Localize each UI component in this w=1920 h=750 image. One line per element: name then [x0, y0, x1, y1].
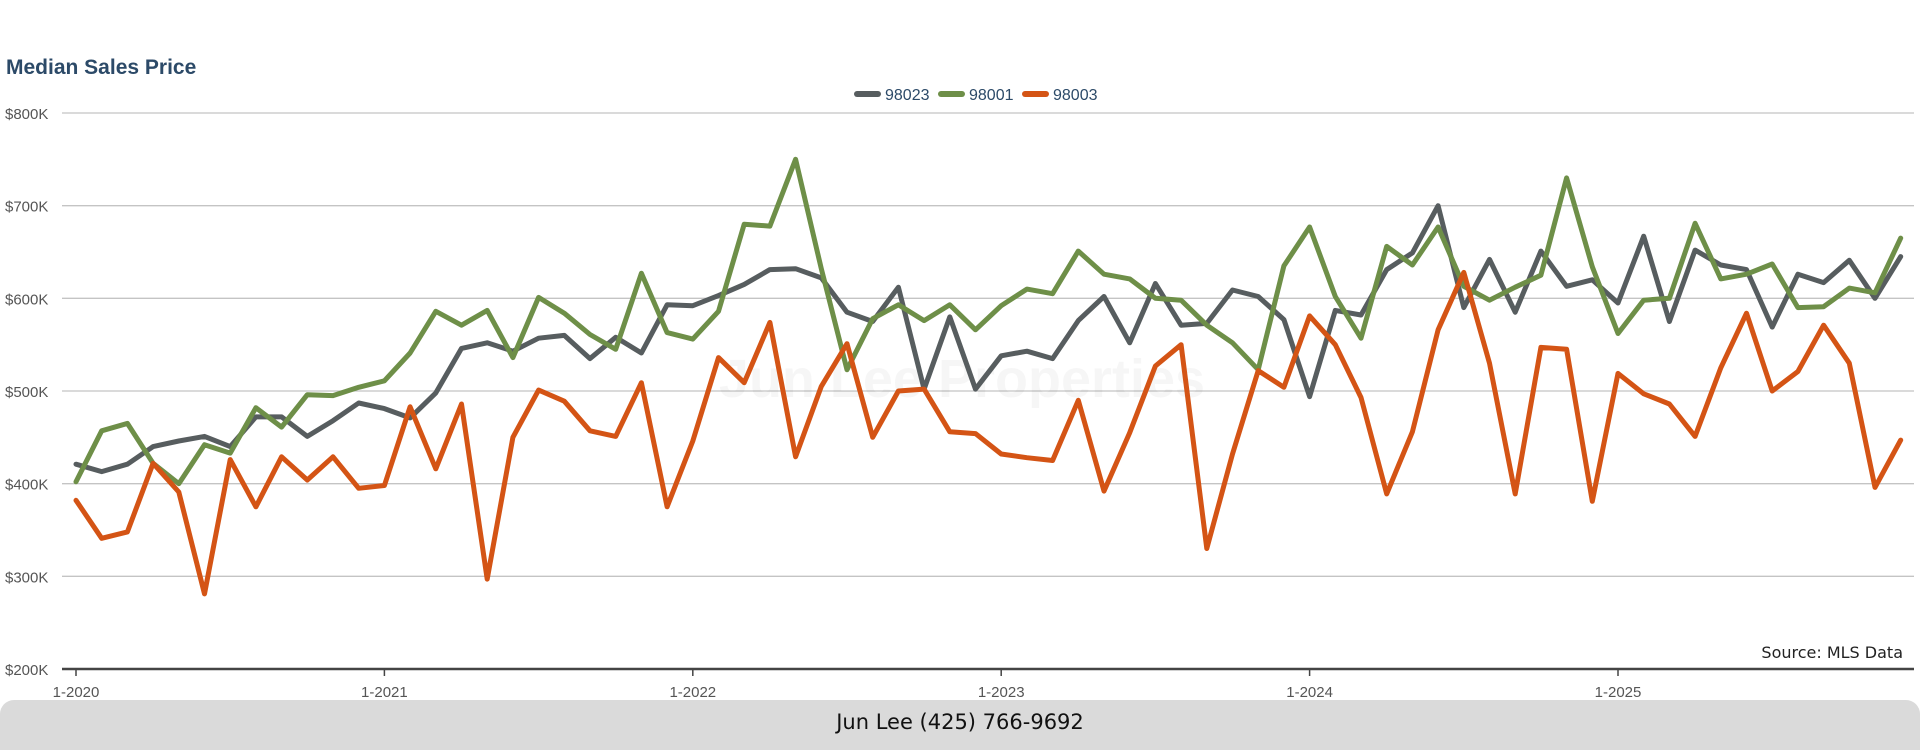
y-tick-label: $300K	[5, 569, 48, 586]
series-line-98003	[73, 269, 1904, 597]
legend-label: 98023	[885, 87, 930, 104]
x-tick-label: 1-2021	[361, 684, 408, 701]
legend-item-98023[interactable]: 98023	[854, 87, 930, 104]
legend[interactable]: 98023 98001 98003	[854, 87, 1098, 104]
x-tick-label: 1-2025	[1595, 684, 1642, 701]
y-tick-label: $400K	[5, 477, 48, 494]
gridlines	[62, 112, 1914, 577]
source-note: Source: MLS Data	[1761, 643, 1903, 662]
y-tick-label: $800K	[5, 106, 48, 123]
y-tick-label: $600K	[5, 291, 48, 308]
x-tick-label: 1-2020	[53, 684, 100, 701]
series-line-98023	[73, 203, 1904, 475]
x-tick-label: 1-2023	[978, 684, 1025, 701]
footer-bar: Jun Lee (425) 766-9692	[0, 700, 1920, 750]
legend-item-98003[interactable]: 98003	[1022, 87, 1098, 104]
series-line-98001	[73, 156, 1904, 487]
x-axis: 1-2020 1-2021 1-2022 1-2023 1-2024 1-2025	[53, 667, 1914, 701]
legend-label: 98003	[1053, 87, 1098, 104]
y-tick-label: $200K	[5, 662, 48, 679]
x-tick-label: 1-2022	[669, 684, 716, 701]
x-tick-label: 1-2024	[1286, 684, 1333, 701]
legend-label: 98001	[969, 87, 1014, 104]
series-lines	[73, 156, 1904, 597]
y-tick-label: $500K	[5, 384, 48, 401]
legend-item-98001[interactable]: 98001	[938, 87, 1014, 104]
y-axis-labels: $200K $300K $400K $500K $600K $700K $800K	[5, 106, 48, 679]
footer-contact: Jun Lee (425) 766-9692	[836, 710, 1084, 734]
y-tick-label: $700K	[5, 199, 48, 216]
chart-title: Median Sales Price	[6, 56, 197, 79]
